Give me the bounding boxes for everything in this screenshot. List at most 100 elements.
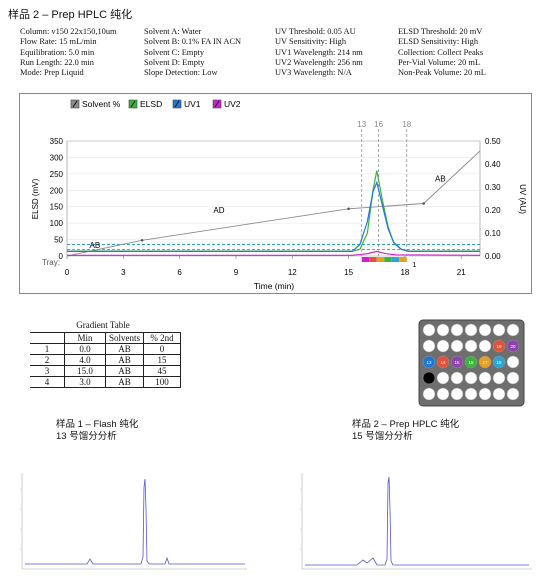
- x-tick-label: 9: [234, 268, 239, 277]
- left-tick-label: 100: [50, 219, 64, 228]
- vial-label: 15: [454, 360, 460, 365]
- left-tick-label: 350: [50, 137, 64, 146]
- solvent-point: [140, 238, 144, 242]
- legend-elsd[interactable]: ELSD: [128, 99, 162, 109]
- param-solvent-a: Solvent A: Water: [144, 27, 202, 36]
- fraction-markers: 13 16 18: [357, 120, 412, 256]
- chromatogram-chart: Solvent % ELSD UV1 UV2 ELSD (mV) UV (AU)…: [31, 99, 527, 291]
- param-uv2-wavelength: UV2 Wavelength: 256 nm: [275, 57, 363, 67]
- x-tick-label: 6: [177, 268, 182, 277]
- vial-empty[interactable]: [436, 323, 450, 337]
- param-flow-rate: Flow Rate: 15 mL/min: [20, 37, 97, 47]
- vial-empty[interactable]: [464, 387, 478, 401]
- vial-empty[interactable]: [436, 371, 450, 385]
- vial-empty[interactable]: [506, 355, 520, 369]
- vial-empty[interactable]: [422, 387, 436, 401]
- right-tick-label: 0.10: [485, 229, 501, 238]
- vial-empty[interactable]: [464, 323, 478, 337]
- gradient-annotation: AB: [90, 241, 101, 250]
- vial-14[interactable]: [436, 355, 450, 369]
- vial-empty[interactable]: [492, 323, 506, 337]
- vial-rack: 19 20 13 14 15 16 17 18: [418, 319, 525, 407]
- vial-empty[interactable]: [464, 371, 478, 385]
- vial-empty[interactable]: [492, 371, 506, 385]
- sample2-title: 样品 2 – Prep HPLC 纯化: [352, 419, 460, 430]
- param-elsd-threshold: ELSD Threshold: 20 mV: [398, 27, 483, 36]
- vial-empty[interactable]: [478, 371, 492, 385]
- cell-2nd: 100: [143, 376, 182, 388]
- col-header-min: Min: [64, 332, 106, 344]
- param-slope-detection: Slope Detection: Low: [144, 68, 218, 78]
- vial-17[interactable]: [478, 355, 492, 369]
- legend-uv2-label: UV2: [224, 99, 241, 109]
- right-tick-label: 0.30: [485, 183, 501, 192]
- param-equilibration: Equilibration: 5.0 min: [20, 47, 95, 57]
- series-elsd-line: [67, 170, 480, 252]
- vial-empty[interactable]: [436, 339, 450, 353]
- left-tick-label: 0: [59, 252, 64, 261]
- vial-empty[interactable]: [478, 339, 492, 353]
- tray-mark: 1: [412, 262, 416, 269]
- vial-empty[interactable]: [422, 371, 436, 385]
- vial-empty[interactable]: [492, 387, 506, 401]
- param-uv1-wavelength: UV1 Wavelength: 214 nm: [275, 47, 363, 57]
- col-header-index: [30, 332, 65, 344]
- vial-empty[interactable]: [450, 387, 464, 401]
- sample2-trace: [305, 476, 529, 566]
- left-tick-label: 300: [50, 153, 64, 162]
- vial-empty[interactable]: [506, 323, 520, 337]
- x-tick-label: 15: [344, 268, 353, 277]
- vial-label: 17: [482, 360, 488, 365]
- vial-empty[interactable]: [506, 387, 520, 401]
- vial-15[interactable]: [450, 355, 464, 369]
- param-solvent-d: Solvent D: Empty: [144, 57, 205, 67]
- vial-16[interactable]: [464, 355, 478, 369]
- legend-solvent-label: Solvent %: [82, 99, 121, 109]
- vial-empty[interactable]: [464, 339, 478, 353]
- cell-solvents: AB: [104, 365, 145, 377]
- left-tick-label: 200: [50, 186, 64, 195]
- plot-area: [66, 140, 481, 257]
- vial-empty[interactable]: [450, 371, 464, 385]
- cell-min: 0.0: [64, 343, 106, 355]
- vial-empty[interactable]: [478, 387, 492, 401]
- param-uv-sensitivity: UV Sensitivity: High: [275, 37, 347, 47]
- table-header-row: Min Solvents % 2nd: [30, 332, 182, 344]
- vial-empty[interactable]: [478, 323, 492, 337]
- legend-solvent[interactable]: Solvent %: [70, 99, 121, 109]
- cell-solvents: AB: [104, 376, 145, 388]
- gradient-table: Gradient Table Min Solvents % 2nd 1 0.0 …: [30, 320, 182, 388]
- vial-empty[interactable]: [450, 323, 464, 337]
- cell-min: 15.0: [64, 365, 106, 377]
- legend-uv2[interactable]: UV2: [212, 99, 241, 109]
- vial-empty[interactable]: [450, 339, 464, 353]
- gradient-table-caption: Gradient Table: [76, 320, 130, 330]
- vial-empty[interactable]: [422, 323, 436, 337]
- vial-label: 18: [496, 360, 502, 365]
- gradient-annotation: AB: [435, 175, 446, 184]
- legend-elsd-label: ELSD: [140, 99, 162, 109]
- vial-18[interactable]: [492, 355, 506, 369]
- table-row: 2 4.0 AB 15: [30, 354, 182, 366]
- params-col-1: Column: v150 22x150,10um Flow Rate: 15 m…: [20, 27, 117, 78]
- cell-2nd: 45: [143, 365, 182, 377]
- param-uv3-wavelength: UV3 Wavelength: N/A: [275, 68, 352, 78]
- tray-segment: [369, 257, 377, 262]
- vial-19[interactable]: [492, 339, 506, 353]
- tray-segment: [361, 257, 370, 262]
- vial-empty[interactable]: [506, 371, 520, 385]
- param-solvent-b: Solvent B: 0.1% FA IN ACN: [144, 37, 242, 47]
- vial-13[interactable]: [422, 355, 436, 369]
- cell-solvents: AB: [104, 343, 145, 355]
- vial-20[interactable]: [506, 339, 520, 353]
- legend-uv1[interactable]: UV1: [172, 99, 201, 109]
- y-left-label: ELSD (mV): [31, 178, 40, 219]
- series-solvent--line: [66, 150, 481, 257]
- vial-empty[interactable]: [436, 387, 450, 401]
- table-row: 3 15.0 AB 45: [30, 365, 182, 377]
- tray-segment: [399, 257, 407, 262]
- vial-empty[interactable]: [422, 339, 436, 353]
- tray-segment: [384, 257, 392, 262]
- x-tick-label: 21: [457, 268, 466, 277]
- param-mode: Mode: Prep Liquid: [20, 68, 84, 78]
